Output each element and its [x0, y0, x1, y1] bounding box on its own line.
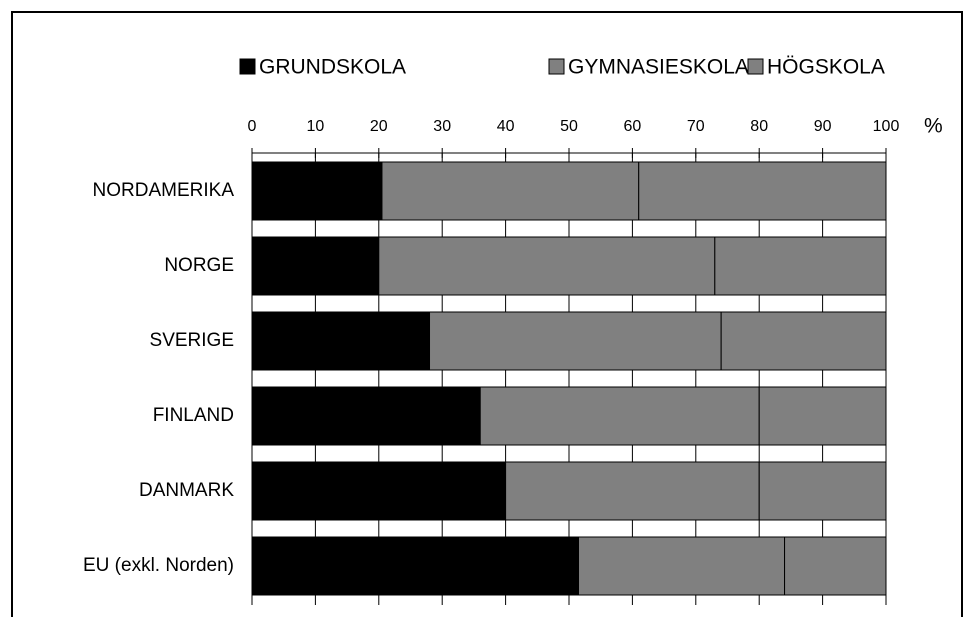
- bar-segment: [638, 161, 887, 221]
- bar-segment: [381, 161, 640, 221]
- y-tick-label: SVERIGE: [150, 330, 234, 351]
- y-tick-label: NORDAMERIKA: [93, 180, 235, 201]
- x-tick-label: 30: [433, 118, 451, 135]
- bar-segment: [758, 386, 887, 446]
- legend-swatch: [239, 58, 256, 75]
- x-tick-label: 10: [307, 118, 325, 135]
- legend-label: GYMNASIESKOLA: [568, 56, 749, 79]
- bar-segment: [251, 461, 507, 521]
- x-tick-label: 100: [873, 118, 900, 135]
- legend-label: GRUNDSKOLA: [259, 56, 406, 79]
- bar-segment: [251, 536, 580, 596]
- legend-swatch: [747, 58, 764, 75]
- x-tick-label: 20: [370, 118, 388, 135]
- legend-label: HÖGSKOLA: [767, 56, 885, 79]
- bar-segment: [720, 311, 887, 371]
- bar-segment: [784, 536, 887, 596]
- bar-segment: [578, 536, 786, 596]
- x-tick-label: 80: [750, 118, 768, 135]
- bar-segment: [378, 236, 716, 296]
- x-tick-label: 70: [687, 118, 705, 135]
- bar-segment: [758, 461, 887, 521]
- bar-segment: [714, 236, 887, 296]
- x-tick-label: 90: [814, 118, 832, 135]
- x-tick-label: 40: [497, 118, 515, 135]
- y-tick-label: NORGE: [164, 255, 234, 276]
- bar-segment: [251, 161, 383, 221]
- bar-segment: [505, 461, 760, 521]
- y-tick-label: DANMARK: [139, 480, 234, 501]
- bar-segment: [429, 311, 722, 371]
- bar-segment: [479, 386, 760, 446]
- bar-segment: [251, 311, 431, 371]
- y-tick-label: FINLAND: [153, 405, 234, 426]
- y-tick-label: EU (exkl. Norden): [83, 555, 234, 576]
- x-tick-label: 50: [560, 118, 578, 135]
- bar-segment: [251, 236, 380, 296]
- legend-swatch: [548, 58, 565, 75]
- x-tick-label: 0: [248, 118, 257, 135]
- x-tick-label: 60: [624, 118, 642, 135]
- x-axis-unit: %: [924, 115, 943, 138]
- frame: [11, 11, 963, 617]
- bar-segment: [251, 386, 481, 446]
